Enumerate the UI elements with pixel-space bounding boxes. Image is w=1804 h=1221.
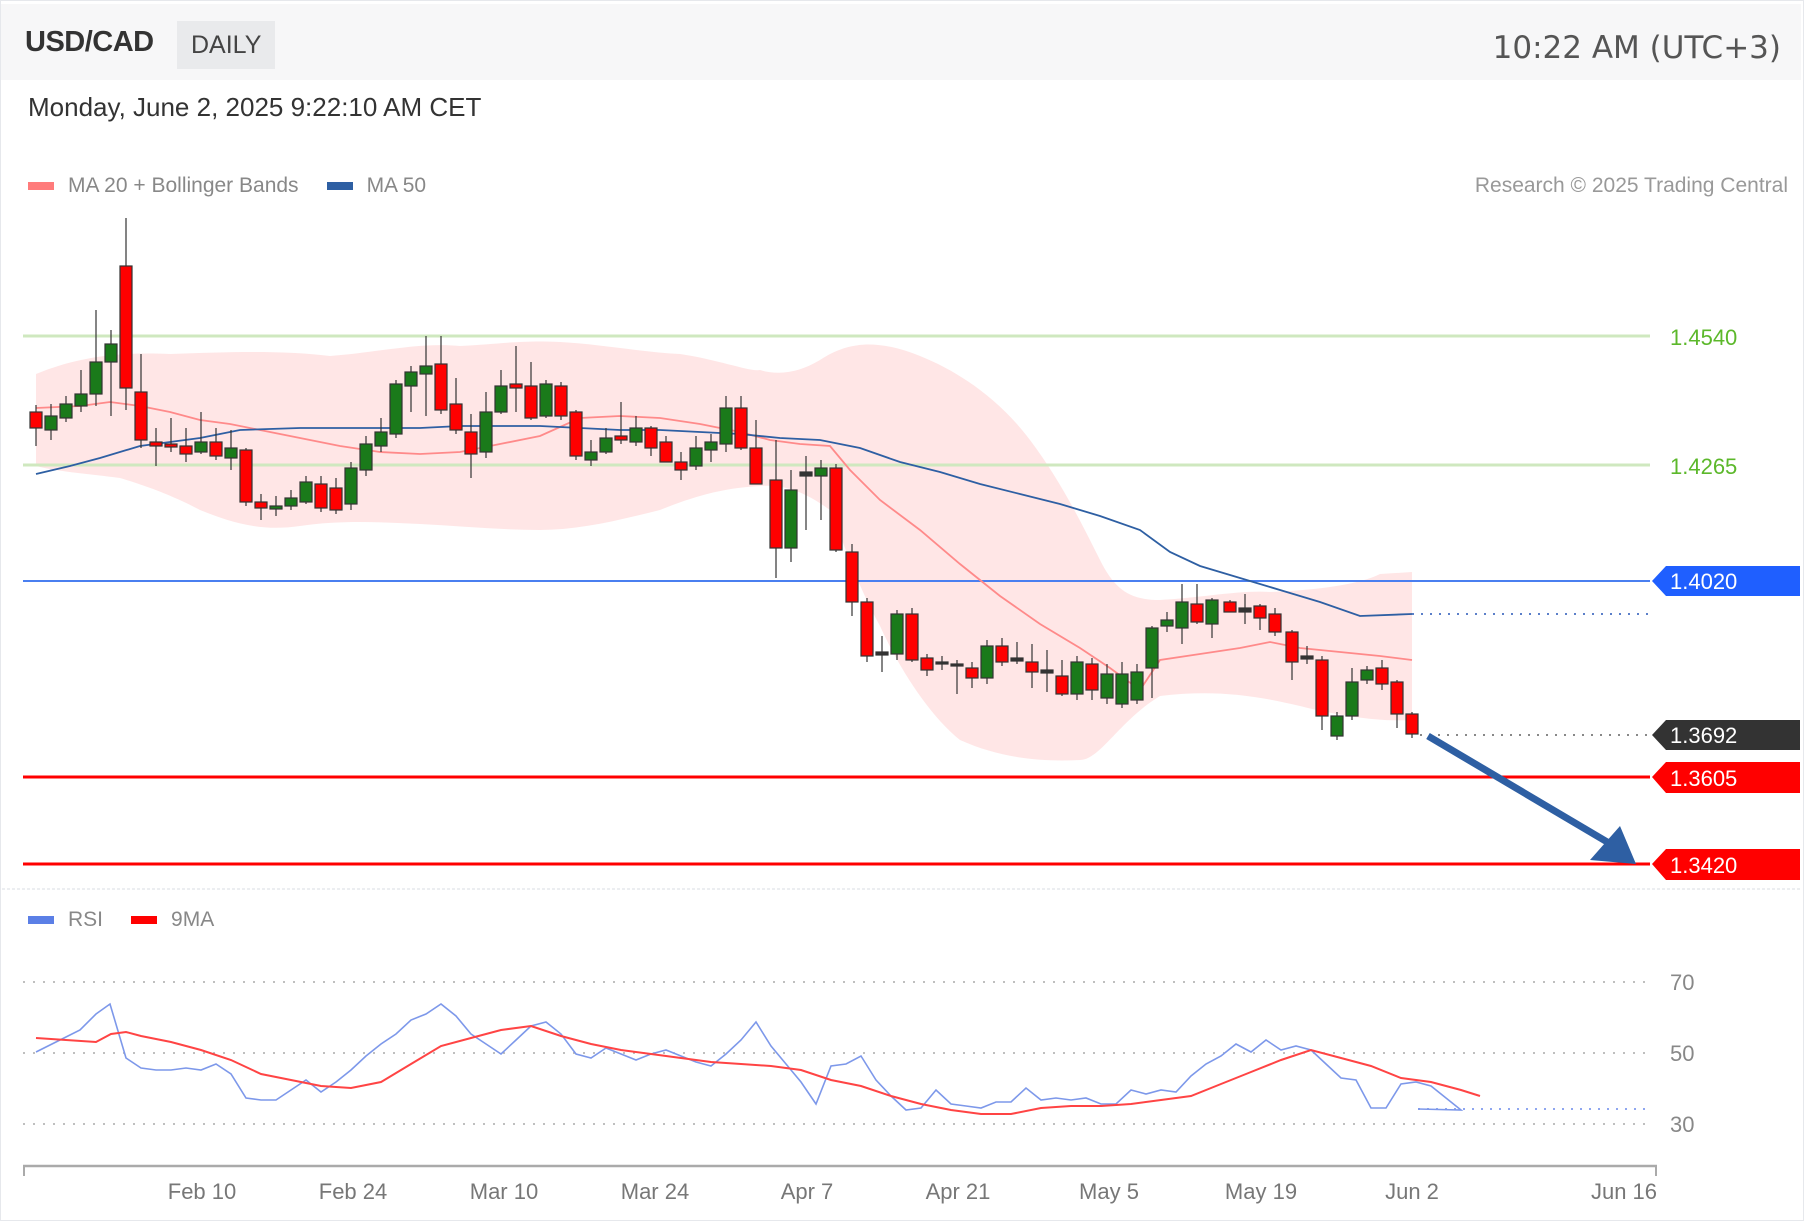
rsi-line	[35, 1002, 1464, 1111]
legend-label: MA 20 + Bollinger Bands	[68, 174, 299, 197]
x-axis-labels: Feb 10 Feb 24 Mar 10 Mar 24 Apr 7 Apr 21…	[168, 1179, 1657, 1204]
rsi-tick-50: 50	[1670, 1041, 1694, 1066]
legend-item-rsi[interactable]: RSI	[28, 908, 103, 932]
x-tick-apr-7: Apr 7	[781, 1179, 834, 1204]
label-1-4265: 1.4265	[1670, 454, 1737, 479]
x-tick-feb-10: Feb 10	[168, 1179, 237, 1204]
legend-item-ma50[interactable]: MA 50	[326, 174, 427, 198]
forecast-arrow-icon	[1426, 732, 1636, 864]
report-datetime: Monday, June 2, 2025 9:22:10 AM CET	[28, 92, 482, 122]
label-1-3420: 1.3420	[1670, 853, 1737, 878]
label-1-4540: 1.4540	[1670, 325, 1737, 350]
bollinger-band	[36, 341, 1412, 761]
label-1-4020: 1.4020	[1670, 569, 1737, 594]
x-tick-mar-24: Mar 24	[621, 1179, 689, 1204]
x-tick-feb-24: Feb 24	[319, 1179, 388, 1204]
rsi-legend: RSI 9MA	[28, 908, 242, 932]
clock: 10:22 AM (UTC+3)	[1492, 30, 1781, 66]
legend-item-9ma[interactable]: 9MA	[131, 908, 214, 932]
x-tick-mar-10: Mar 10	[470, 1179, 538, 1204]
9ma-swatch-icon	[131, 916, 158, 924]
candlesticks	[29, 218, 1419, 740]
x-tick-jun-16: Jun 16	[1591, 1179, 1657, 1204]
level-labels: 1.4540 1.4265 1.4020 1.3692 1.3605 1.342…	[1652, 325, 1800, 880]
x-tick-may-19: May 19	[1225, 1179, 1297, 1204]
x-tick-jun-2: Jun 2	[1385, 1179, 1439, 1204]
legend-label: MA 50	[366, 174, 427, 197]
legend-label: RSI	[68, 908, 104, 931]
header-bar: USD/CAD DAILY 10:22 AM (UTC+3)	[1, 4, 1801, 80]
rsi-tick-70: 70	[1670, 970, 1694, 995]
rsi-tick-30: 30	[1670, 1112, 1694, 1137]
x-tick-apr-21: Apr 21	[926, 1179, 991, 1204]
label-1-3692: 1.3692	[1670, 723, 1737, 748]
period-badge[interactable]: DAILY	[177, 21, 276, 69]
credit-text: Research © 2025 Trading Central	[1474, 174, 1788, 197]
support-2-badge	[1652, 849, 1800, 880]
legend-item-ma20[interactable]: MA 20 + Bollinger Bands	[28, 174, 299, 198]
rsi-swatch-icon	[28, 916, 54, 924]
symbol-title: USD/CAD	[25, 26, 154, 58]
pivot-badge	[1652, 566, 1800, 596]
ma50-swatch-icon	[326, 182, 353, 190]
x-tick-may-5: May 5	[1079, 1179, 1139, 1204]
last-price-badge	[1652, 720, 1800, 750]
legend-label: 9MA	[171, 908, 215, 931]
label-1-3605: 1.3605	[1670, 766, 1737, 791]
support-1-badge	[1652, 762, 1800, 793]
rsi-9ma-line	[35, 1024, 1481, 1115]
ma20-swatch-icon	[28, 182, 54, 190]
price-legend: MA 20 + Bollinger Bands MA 50	[28, 174, 454, 198]
